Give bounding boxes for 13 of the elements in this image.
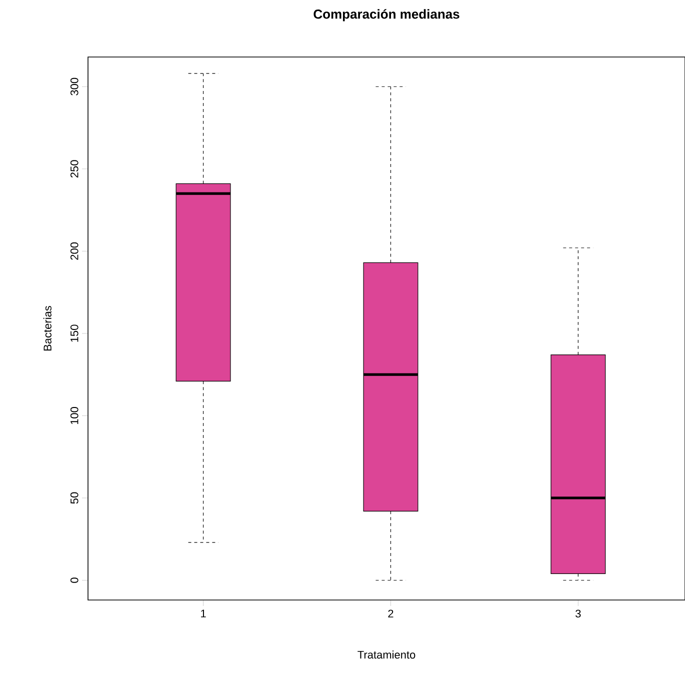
y-tick-label: 150 xyxy=(70,324,78,342)
y-tick-label: 0 xyxy=(70,578,78,583)
x-tick-label: 1 xyxy=(201,610,206,618)
y-tick-label: 100 xyxy=(70,406,78,424)
y-axis-title: Bacterias xyxy=(43,306,52,351)
x-axis-title: Tratamiento xyxy=(358,650,416,659)
y-tick-label: 200 xyxy=(70,242,78,260)
x-tick-label: 2 xyxy=(388,610,394,618)
chart-title: Comparación medianas xyxy=(314,9,460,22)
y-tick-label: 50 xyxy=(70,492,78,504)
y-tick-label: 250 xyxy=(70,160,78,178)
y-tick-label: 300 xyxy=(70,78,78,96)
x-tick-label: 3 xyxy=(576,610,581,618)
